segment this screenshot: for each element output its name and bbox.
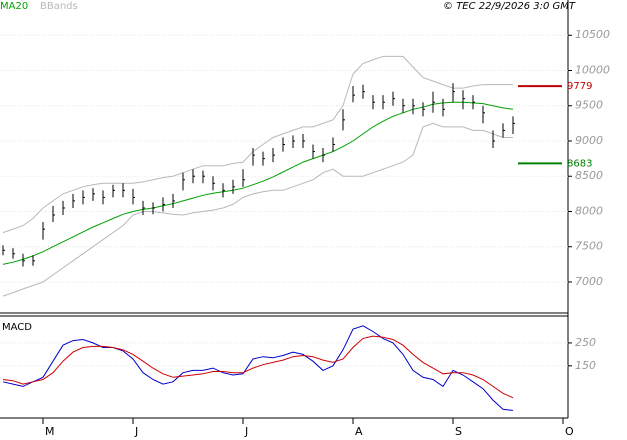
panel-title: MACD — [2, 322, 32, 333]
x-tick-label: S — [455, 425, 462, 438]
y-tick-label: 10500 — [575, 28, 610, 41]
x-tick-label: A — [355, 425, 363, 438]
source: © TEC 22/9/2026 3:0 GMT — [443, 1, 576, 12]
y-tick-label: 9500 — [575, 99, 603, 112]
bband-lower — [2, 122, 513, 297]
y-tick-label: 7500 — [575, 240, 603, 253]
level-label: 8683 — [567, 158, 592, 169]
x-tick-label: O — [565, 425, 574, 438]
y-tick-label: 8500 — [575, 169, 603, 182]
x-tick-label: J — [134, 425, 138, 438]
bband-upper — [2, 55, 513, 234]
legend-ma20: MA20 — [0, 1, 28, 12]
y-tick-label: 10000 — [575, 63, 610, 76]
macd-line — [2, 325, 514, 411]
y-tick-label: 150 — [575, 359, 596, 372]
ma-line — [2, 101, 514, 265]
macd-line — [2, 335, 514, 399]
y-tick-label: 250 — [575, 336, 596, 349]
x-tick-label: J — [244, 425, 248, 438]
y-tick-label: 8000 — [575, 204, 603, 217]
x-tick-label: M — [45, 425, 55, 438]
level-label: 9779 — [567, 81, 592, 92]
y-tick-label: 9000 — [575, 134, 603, 147]
y-tick-label: 7000 — [575, 275, 603, 288]
legend-bbands: BBands — [40, 1, 78, 12]
